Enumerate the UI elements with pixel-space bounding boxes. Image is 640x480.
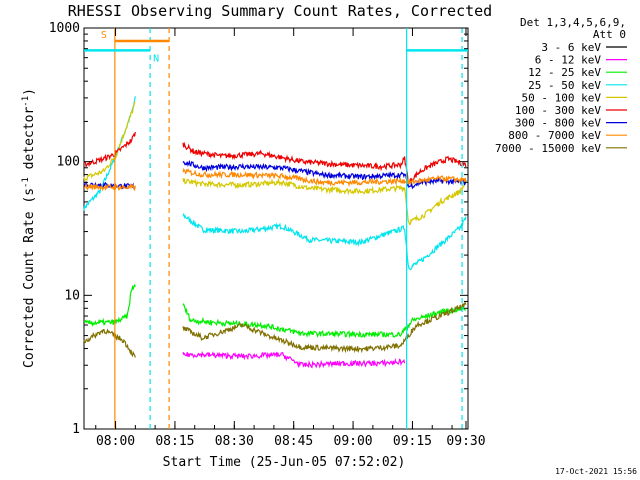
x-tick-label: 08:45 [274,434,313,449]
legend-label: 25 - 50 keV [528,79,601,92]
chart-title: RHESSI Observing Summary Count Rates, Co… [68,2,492,20]
y-axis-label-end: ) [22,88,37,96]
x-tick-label: 09:15 [393,434,432,449]
y-axis-label-sup1: -1 [21,177,31,188]
legend-label: 7000 - 15000 keV [495,142,601,155]
x-tick-label: 08:00 [96,434,135,449]
series-line-segment-2 [182,302,467,339]
legend-label: 100 - 300 keV [515,104,601,117]
series-line-segment-1 [83,182,136,192]
legend-label: 300 - 800 keV [515,117,601,130]
legend-label: 800 - 7000 keV [508,129,601,142]
y-axis-label-mid: detector [22,107,37,178]
series-line-segment-2 [182,167,467,188]
legend-label: 50 - 100 keV [522,91,602,104]
y-tick-label: 1 [72,422,80,437]
vertical-lines [114,28,463,429]
flag-bars: SN [84,30,468,64]
series-line-segment-1 [83,328,136,358]
plot-frame [83,27,469,430]
legend-label: 12 - 25 keV [528,66,601,79]
series-6-to-12keV-kev [182,350,406,369]
series-line-segment-2 [182,212,467,271]
x-tick-label: 09:30 [446,434,485,449]
legend-header-line1: Det 1,3,4,5,6,9, [520,16,626,29]
series-line-segment-1 [83,101,136,183]
plot-area: SN 08:00 08:15 08:30 08:45 09:00 09:15 09:30 1… [49,21,486,449]
series-line-segment-1 [83,283,136,328]
y-tick-label: 1000 [49,21,80,36]
x-tick-label: 08:15 [155,434,194,449]
series-line-segment-1 [83,180,136,190]
y-tick-label: 10 [64,288,80,303]
legend-label: 3 - 6 keV [541,41,601,54]
series-line-segment-2 [182,350,406,369]
y-tick-label: 100 [57,155,80,170]
flag-label-N: N [153,53,159,64]
x-axis-ticks: 08:00 08:15 08:30 08:45 09:00 09:15 09:30 [95,28,486,449]
y-axis-ticks: 1 10 100 1000 [49,21,468,437]
series-12-to-25keV-kev [83,283,467,339]
y-axis-label-main: Corrected Count Rate (s [22,188,37,368]
series-50-to-100keV-kev [83,101,467,225]
series-line-segment-2 [182,141,467,185]
series-line-segment-2 [182,301,467,354]
x-tick-label: 09:00 [334,434,373,449]
flag-label-S: S [101,30,107,41]
series-7000-to-15000keV-kev [83,301,467,358]
x-tick-label: 08:30 [215,434,254,449]
series-layer [83,96,467,369]
legend-header-line2: Att 0 [593,28,626,41]
y-axis-label: Corrected Count Rate (s-1 detector-1) [21,88,37,368]
footer-timestamp: 17-Oct-2021 15:56 [555,467,637,476]
series-100-to-300keV-kev [83,131,467,185]
legend-label: 6 - 12 keV [535,54,602,67]
x-axis-label: Start Time (25-Jun-05 07:52:02) [163,455,406,470]
series-800-to-7000keV-kev [83,167,467,192]
series-line-segment-2 [182,177,467,225]
y-axis-label-sup2: -1 [21,96,31,107]
series-line-segment-1 [83,131,136,169]
